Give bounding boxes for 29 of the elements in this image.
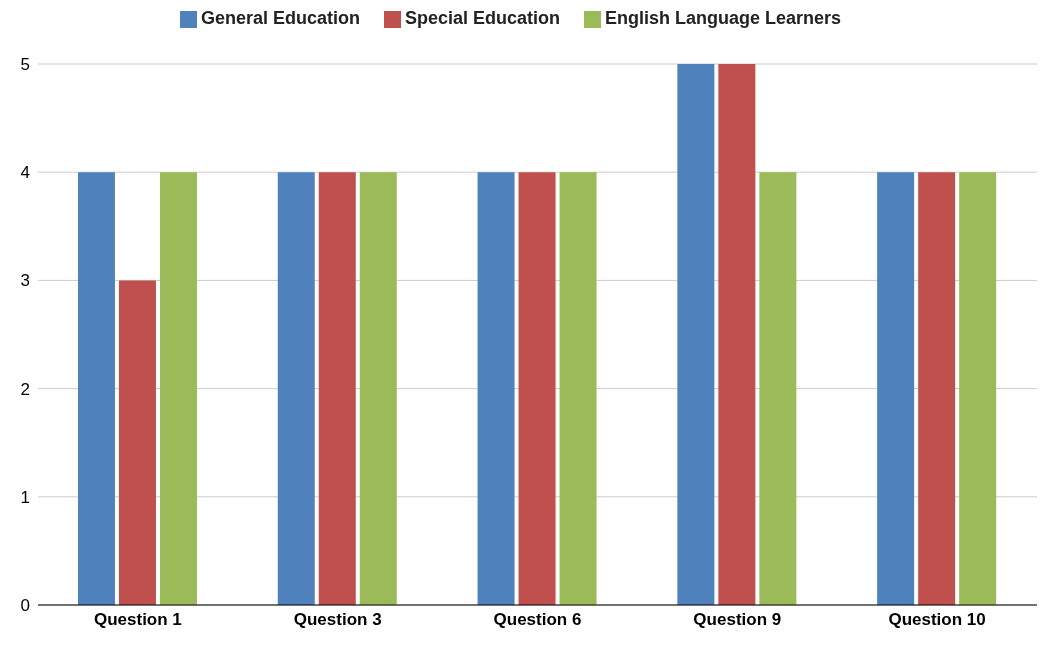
bar — [118, 280, 156, 605]
y-tick-label: 1 — [20, 487, 30, 507]
x-tick-label: Question 9 — [693, 610, 782, 630]
bar — [159, 172, 197, 605]
bar — [559, 172, 597, 605]
bar — [318, 172, 356, 605]
x-tick-label: Question 6 — [493, 610, 582, 630]
bar — [959, 172, 997, 605]
bar — [277, 172, 315, 605]
bar — [718, 64, 756, 605]
bar — [677, 64, 715, 605]
bar — [477, 172, 515, 605]
bar — [77, 172, 115, 605]
y-tick-label: 5 — [20, 55, 30, 75]
legend-label: English Language Learners — [605, 8, 842, 28]
y-tick-label: 3 — [20, 271, 30, 291]
y-tick-label: 0 — [20, 596, 30, 616]
x-tick-label: Question 1 — [93, 610, 182, 630]
y-tick-label: 4 — [20, 163, 30, 183]
bar — [359, 172, 397, 605]
bar — [759, 172, 797, 605]
legend-label: General Education — [200, 8, 360, 28]
y-tick-label: 2 — [20, 379, 30, 399]
bar — [877, 172, 915, 605]
legend-label: Special Education — [404, 8, 561, 28]
x-tick-label: Question 3 — [293, 610, 382, 630]
bar — [918, 172, 956, 605]
bar — [518, 172, 556, 605]
x-tick-label: Question 10 — [888, 610, 986, 630]
